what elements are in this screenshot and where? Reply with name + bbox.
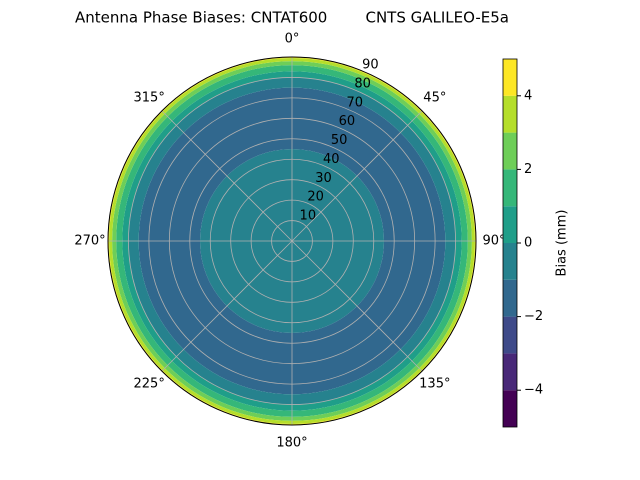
theta-tick-label: 225°: [134, 376, 165, 391]
colorbar-segment: [503, 59, 517, 96]
grid-spoke: [161, 110, 293, 242]
theta-tick-label: 135°: [419, 376, 450, 391]
theta-tick-label: 270°: [74, 234, 105, 249]
polar-frame: [107, 56, 477, 426]
chart-title: Antenna Phase Biases: CNTAT600 CNTS GALI…: [75, 9, 509, 27]
r-tick-label: 40: [323, 152, 340, 167]
colorbar-segment: [503, 353, 517, 391]
grid-spoke: [291, 240, 423, 372]
colorbar-segment: [503, 243, 517, 280]
grid-spoke: [291, 110, 423, 242]
r-tick-label: 30: [315, 171, 332, 186]
colorbar-segment: [503, 206, 517, 243]
colorbar-segment: [503, 169, 517, 207]
colorbar-segment: [503, 390, 517, 427]
theta-tick-label: 45°: [423, 91, 446, 106]
colorbar-label: Bias (mm): [555, 210, 570, 277]
r-tick-label: 90: [362, 58, 379, 73]
r-tick-label: 20: [307, 190, 324, 205]
r-tick-label: 70: [346, 95, 363, 110]
colorbar-segment: [503, 132, 517, 170]
colorbar-segment: [503, 279, 517, 317]
theta-tick-label: 180°: [276, 436, 307, 451]
theta-tick-label: 0°: [285, 32, 300, 47]
colorbar-tick-label: 2: [524, 162, 532, 177]
colorbar-segment: [503, 316, 517, 354]
grid-spoke: [161, 240, 293, 372]
r-tick-label: 50: [331, 133, 348, 148]
r-tick-label: 10: [300, 209, 317, 224]
colorbar-tick-label: 4: [524, 88, 532, 103]
theta-tick-label: 90°: [482, 234, 505, 249]
colorbar-segment: [503, 95, 517, 133]
colorbar-tick-label: 0: [524, 236, 532, 251]
r-tick-label: 60: [339, 114, 356, 129]
colorbar-tick-label: −4: [524, 383, 543, 398]
colorbar-tick-label: −2: [524, 309, 543, 324]
theta-tick-label: 315°: [134, 91, 165, 106]
r-tick-label: 80: [354, 76, 371, 91]
